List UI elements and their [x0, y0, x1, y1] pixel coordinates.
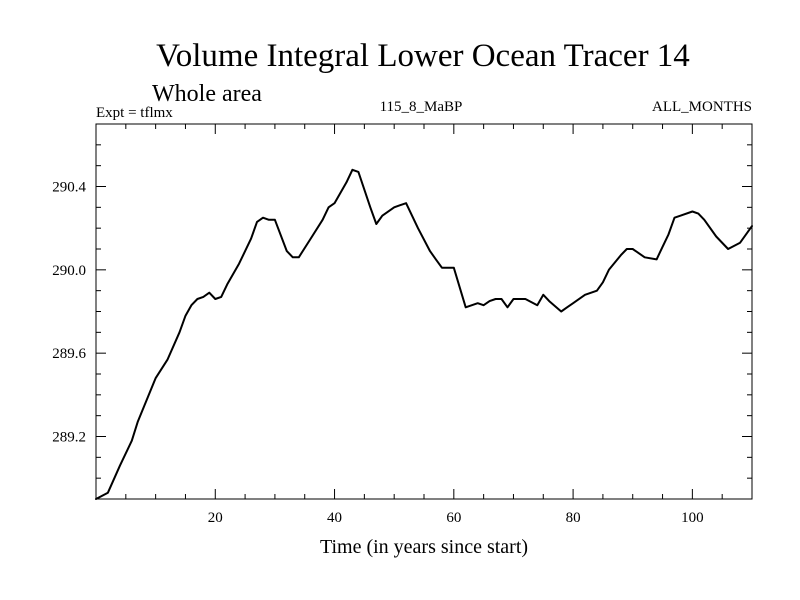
x-tick-label: 80 — [566, 510, 581, 526]
months-label: ALL_MONTHS — [652, 99, 752, 115]
y-tick-labels: 289.2 289.6 290.0 290.4 — [52, 180, 86, 446]
x-tick-label: 100 — [681, 510, 704, 526]
x-tick-label: 40 — [327, 510, 342, 526]
y-tick-label: 290.0 — [52, 263, 86, 279]
y-tick-label: 290.4 — [52, 180, 86, 196]
chart-subtitle: Whole area — [152, 81, 262, 107]
y-tick-label: 289.6 — [52, 346, 86, 362]
axis-ticks — [96, 124, 752, 499]
x-tick-label: 60 — [446, 510, 461, 526]
x-tick-labels: 20 40 60 80 100 — [208, 510, 704, 526]
plot-frame — [95, 123, 753, 500]
y-tick-label: 289.2 — [52, 430, 86, 446]
experiment-label: Expt = tflmx — [96, 105, 173, 121]
chart-title: Volume Integral Lower Ocean Tracer 14 — [156, 38, 690, 74]
x-axis-title: Time (in years since start) — [320, 536, 528, 558]
run-label: 115_8_MaBP — [380, 99, 463, 115]
series-line — [95, 168, 753, 500]
series-layer — [95, 168, 753, 500]
x-tick-label: 20 — [208, 510, 223, 526]
